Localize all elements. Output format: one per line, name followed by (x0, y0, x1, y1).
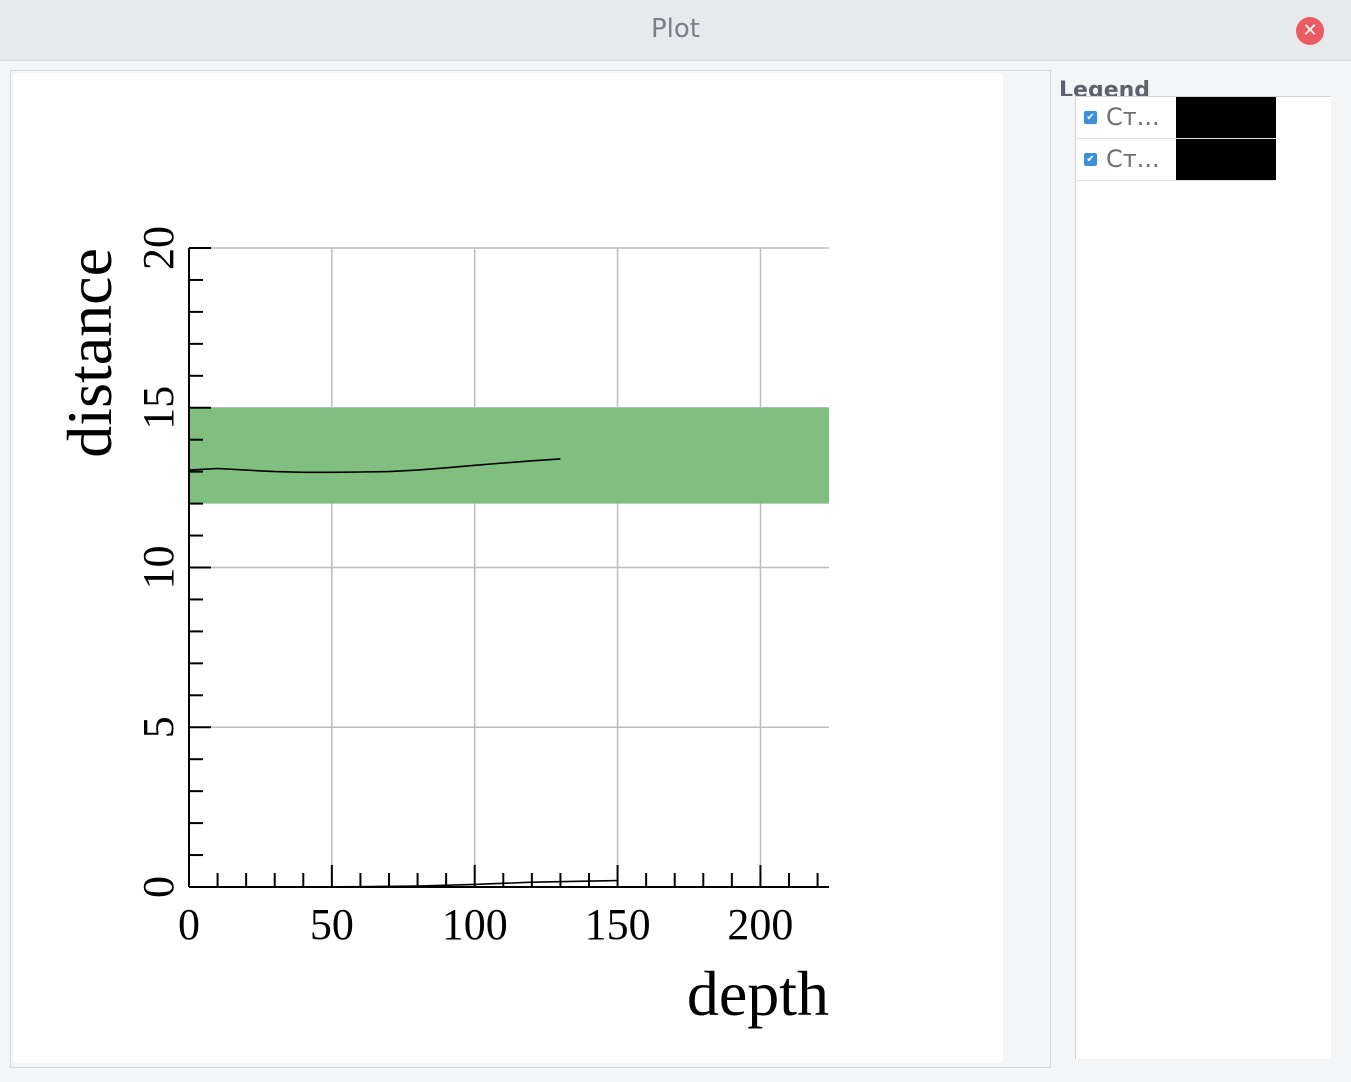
chart[interactable]: 0 50 100 150 200 0 5 10 15 20 depth distance (13, 73, 1003, 1063)
y-tick-label: 10 (134, 546, 183, 590)
shaded-band (189, 407, 829, 504)
x-tick-label: 100 (442, 900, 508, 949)
legend-item[interactable]: ✔ Ст... (1076, 139, 1276, 181)
y-tick-label: 20 (134, 226, 183, 270)
legend-item[interactable]: ✔ Ст... (1076, 97, 1276, 139)
y-axis-label: distance (54, 248, 125, 458)
plot-panel: 0 50 100 150 200 0 5 10 15 20 depth distance (10, 70, 1051, 1068)
legend-color-swatch (1176, 139, 1276, 180)
checkbox-icon[interactable]: ✔ (1084, 111, 1097, 124)
legend-item-label: Ст... (1106, 145, 1160, 173)
title-bar: Plot ✕ (0, 0, 1351, 61)
y-tick-label: 15 (134, 386, 183, 430)
legend-title: Legend (1059, 78, 1151, 96)
legend-item-label: Ст... (1106, 103, 1160, 131)
x-axis-label: depth (687, 958, 829, 1029)
y-tick-label: 5 (134, 716, 183, 738)
legend-color-swatch (1176, 97, 1276, 138)
close-icon[interactable]: ✕ (1296, 17, 1324, 45)
x-tick-label: 200 (727, 900, 793, 949)
legend-panel: ✔ Ст... ✔ Ст... (1075, 96, 1331, 1059)
x-tick-label: 150 (585, 900, 651, 949)
x-tick-label: 0 (178, 900, 200, 949)
y-tick-label: 0 (134, 876, 183, 898)
x-tick-label: 50 (310, 900, 354, 949)
window-title: Plot (650, 14, 700, 44)
checkbox-icon[interactable]: ✔ (1084, 153, 1097, 166)
series-line-1 (188, 458, 561, 474)
plot-canvas: 0 50 100 150 200 0 5 10 15 20 depth distance (13, 73, 1003, 1063)
